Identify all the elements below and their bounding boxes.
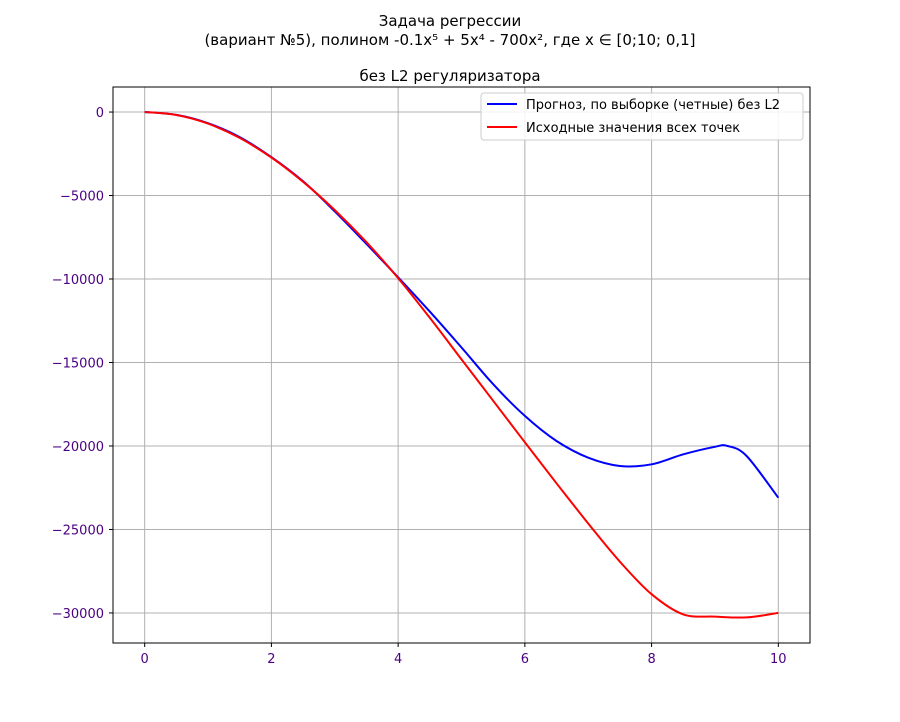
axes-title: без L2 регуляризатора bbox=[359, 67, 540, 85]
x-tick-label: 10 bbox=[770, 652, 787, 667]
y-tick-label: −20000 bbox=[52, 440, 104, 455]
y-tick-label: −25000 bbox=[52, 523, 104, 538]
plot-lines bbox=[144, 111, 780, 619]
legend-label-original: Исходные значения всех точек bbox=[526, 121, 740, 136]
grid bbox=[113, 87, 810, 643]
y-tick-label: −5000 bbox=[60, 190, 104, 205]
y-tick-label: −30000 bbox=[52, 607, 104, 622]
axis-ticks: 0 2 4 6 8 10 0 −5000 −10000 −15000 −20000 −25000 −30… bbox=[52, 106, 787, 667]
y-tick-label: −15000 bbox=[52, 356, 104, 371]
x-tick-label: 2 bbox=[267, 652, 275, 667]
y-tick-label: 0 bbox=[96, 106, 104, 121]
legend-box bbox=[480, 92, 804, 141]
series-line-original bbox=[144, 111, 779, 619]
plot-frame bbox=[112, 86, 811, 644]
series-line-forecast bbox=[144, 111, 780, 499]
x-tick-label: 0 bbox=[141, 652, 149, 667]
x-tick-label: 8 bbox=[647, 652, 655, 667]
y-tick-label: −10000 bbox=[52, 273, 104, 288]
x-tick-label: 4 bbox=[394, 652, 402, 667]
x-tick-label: 6 bbox=[521, 652, 529, 667]
legend: Прогноз, по выборке (четные) без L2 Исхо… bbox=[480, 92, 804, 141]
figure-title-line1: Задача регрессии bbox=[379, 12, 522, 30]
legend-label-forecast: Прогноз, по выборке (четные) без L2 bbox=[526, 98, 780, 113]
figure-title-line2: (вариант №5), полином -0.1x⁵ + 5x⁴ - 700… bbox=[204, 31, 695, 49]
